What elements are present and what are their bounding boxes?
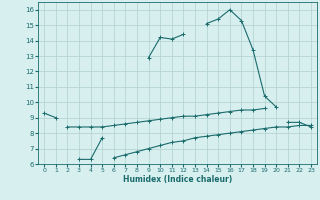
X-axis label: Humidex (Indice chaleur): Humidex (Indice chaleur) xyxy=(123,175,232,184)
